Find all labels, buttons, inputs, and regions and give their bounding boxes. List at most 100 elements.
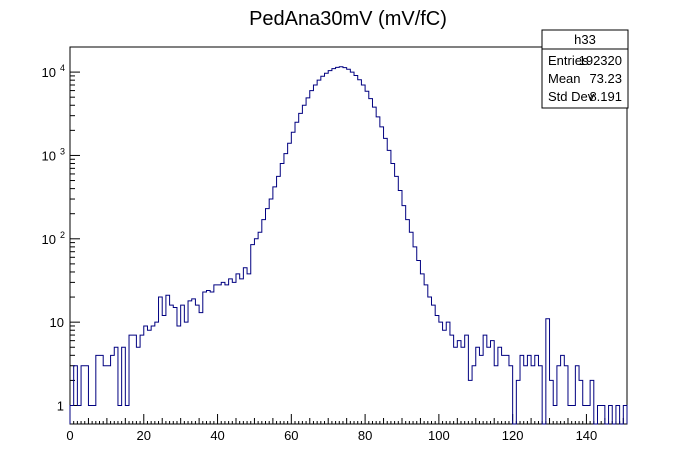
histogram-bin: [266, 209, 270, 424]
histogram-bin: [564, 366, 568, 424]
x-tick-label: 80: [358, 428, 372, 443]
histogram-bin: [195, 305, 199, 424]
histogram-bin: [586, 406, 590, 424]
histogram-bin: [221, 282, 225, 424]
histogram-bin: [317, 80, 321, 424]
histogram-bin: [136, 347, 140, 424]
histogram-bin: [443, 330, 447, 424]
histogram-bin: [502, 355, 506, 424]
histogram-bin: [74, 366, 78, 424]
histogram-bin: [472, 366, 476, 424]
x-tick-label: 140: [576, 428, 598, 443]
y-tick-label: 10: [42, 232, 56, 247]
histogram-bin: [361, 85, 365, 424]
histogram-bin: [609, 406, 613, 424]
histogram-bin: [579, 380, 583, 424]
histogram-bin: [358, 80, 362, 424]
histogram-bin: [81, 366, 85, 424]
histogram-bin: [557, 366, 561, 424]
plot-frame: [69, 46, 628, 425]
histogram-bin: [538, 366, 542, 424]
histogram-bin: [483, 335, 487, 424]
histogram-bin: [568, 406, 572, 424]
histogram-bin: [96, 355, 100, 424]
histogram-bin: [391, 164, 395, 424]
histogram-bin: [192, 299, 196, 424]
x-tick-label: 20: [137, 428, 151, 443]
histogram-bin: [354, 76, 358, 424]
histogram-bin: [103, 366, 107, 424]
histogram-bin: [92, 406, 96, 424]
histogram-bin: [269, 199, 273, 424]
histogram-bin: [247, 274, 251, 424]
histogram-bin: [505, 355, 509, 424]
histogram-bin: [155, 322, 159, 424]
stats-stddev-value: 8.191: [589, 89, 622, 104]
x-tick-label: 0: [66, 428, 73, 443]
histogram-bin: [402, 206, 406, 424]
histogram-bin: [398, 190, 402, 424]
histogram-bin: [431, 305, 435, 424]
histogram-bin: [553, 406, 557, 424]
histogram-bin: [524, 366, 528, 424]
histogram-bin: [413, 247, 417, 424]
histogram-bin: [531, 366, 535, 424]
stats-mean-value: 73.23: [589, 71, 622, 86]
histogram-bin: [546, 319, 550, 424]
histogram-bin: [184, 322, 188, 424]
histogram-bin: [395, 176, 399, 424]
histogram-bin: [125, 406, 129, 424]
histogram-bin: [372, 107, 376, 424]
histogram-bin: [151, 326, 155, 424]
histogram-bin: [590, 380, 594, 424]
histogram-bin: [479, 355, 483, 424]
y-axis: 1 10 10 2 10 3 10 4: [42, 46, 80, 414]
histogram-bin: [254, 239, 258, 424]
histogram-bin: [199, 313, 203, 424]
histogram-bin: [465, 335, 469, 424]
histogram-bin: [258, 232, 262, 424]
histogram-bin: [450, 335, 454, 424]
histogram-bin: [454, 347, 458, 424]
histogram-bin: [299, 113, 303, 424]
histogram-bin: [114, 347, 118, 424]
histogram-bin: [181, 305, 185, 424]
histogram-bin: [77, 406, 81, 424]
histogram-bin: [406, 220, 410, 424]
histogram-bin: [302, 105, 306, 424]
histogram-bin: [369, 99, 373, 424]
histogram-bin: [476, 347, 480, 424]
histogram-bin: [140, 335, 144, 424]
y-tick-exponent: 3: [60, 146, 65, 156]
histogram-bin: [572, 406, 576, 424]
histogram-bin: [550, 380, 554, 424]
histogram-bin: [339, 67, 343, 424]
histogram-bin: [321, 76, 325, 424]
histogram-bin: [365, 91, 369, 424]
histogram-bin: [177, 326, 181, 424]
histogram-bin: [147, 330, 151, 424]
histogram-bin: [122, 347, 126, 424]
histogram-bin: [88, 406, 92, 424]
histogram-bin: [85, 366, 89, 424]
histogram-bin: [251, 245, 255, 424]
histogram-bin: [328, 71, 332, 424]
histogram-bin: [623, 406, 627, 424]
histogram-bin: [159, 297, 163, 424]
histogram-bin: [575, 366, 579, 424]
histogram-bin: [424, 285, 428, 424]
histogram-bin: [306, 98, 310, 424]
histogram-bin: [498, 347, 502, 424]
histogram-bin: [439, 322, 443, 424]
histogram-bin: [173, 307, 177, 424]
x-tick-label: 100: [428, 428, 450, 443]
histogram-bin: [435, 316, 439, 424]
stats-entries-label: Entries: [548, 53, 589, 68]
y-tick-label: 10: [42, 148, 56, 163]
histogram-bin: [210, 292, 214, 424]
histogram-bin: [133, 335, 137, 424]
histogram-bin: [535, 355, 539, 424]
histogram-bin: [516, 380, 520, 424]
x-tick-label: 60: [284, 428, 298, 443]
histogram-bin: [332, 69, 336, 424]
